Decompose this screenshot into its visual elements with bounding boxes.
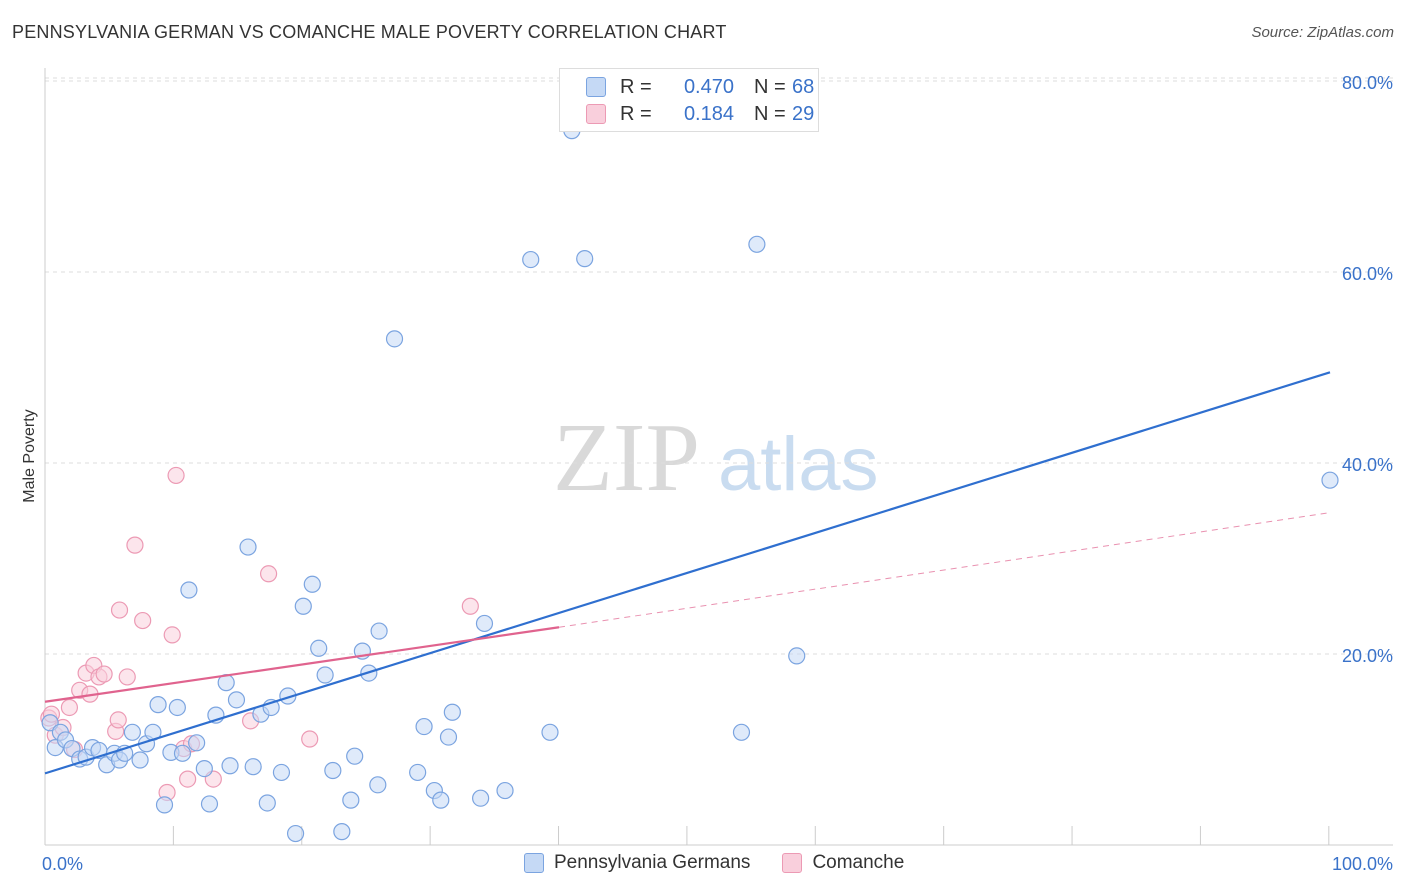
series-legend-label: Pennsylvania Germans	[554, 852, 751, 873]
pennsylvania-german-point	[443, 703, 461, 721]
series-legend: Pennsylvania Germans Comanche	[524, 852, 936, 874]
pennsylvania-german-point	[472, 789, 490, 807]
source-label: Source: ZipAtlas.com	[1251, 24, 1394, 41]
pennsylvania-german-point	[188, 734, 206, 752]
legend-swatch-pink	[586, 104, 606, 124]
pennsylvania-german-point	[748, 235, 766, 253]
watermark-atlas: atlas	[718, 422, 879, 507]
comanche-point	[126, 536, 144, 554]
y-tick-label: 40.0%	[1342, 455, 1393, 475]
pennsylvania-german-point	[303, 575, 321, 593]
pennsylvania-german-point	[415, 717, 433, 736]
legend-n-label: N =	[754, 102, 786, 125]
pennsylvania-german-point	[200, 795, 219, 813]
series-legend-label: Comanche	[812, 852, 905, 873]
comanche-point	[179, 770, 197, 788]
x-tick-labels: 0.0% 100.0%	[42, 854, 1393, 874]
comanche-point	[167, 466, 185, 485]
comanche-point	[163, 626, 181, 644]
pennsylvania-german-trend-line	[44, 371, 1331, 775]
legend-r-label: R =	[620, 75, 652, 98]
pennsylvania-german-point	[409, 763, 427, 782]
pennsylvania-german-point	[195, 759, 213, 778]
pennsylvania-german-point	[131, 751, 149, 769]
comanche-point	[259, 565, 278, 583]
watermark-zip: ZIP	[553, 404, 700, 512]
trend-lines	[44, 371, 1331, 775]
legend-row-pennsylvania-germans: R = 0.470 N = 68	[586, 75, 814, 99]
pennsylvania-german-point	[342, 791, 360, 809]
comanche-point	[110, 601, 129, 619]
comanche-point	[95, 665, 113, 683]
pennsylvania-german-point	[346, 747, 364, 765]
legend: R = 0.470 N = 68 R = 0.184 N = 29	[559, 68, 819, 132]
x-tick-label-min: 0.0%	[42, 854, 83, 874]
pennsylvania-german-point	[168, 698, 186, 717]
pennsylvania-german-point	[522, 250, 540, 269]
pennsylvania-german-point	[316, 666, 334, 684]
comanche-point	[60, 698, 79, 717]
pennsylvania-german-point	[370, 622, 388, 640]
y-tick-labels: 20.0% 40.0% 60.0% 80.0%	[1342, 73, 1393, 666]
comanche-point	[301, 730, 319, 748]
series-swatch-pink	[782, 853, 803, 873]
legend-r-value: 0.184	[683, 102, 734, 125]
pennsylvania-german-point	[258, 794, 276, 812]
watermark: ZIP atlas	[553, 404, 879, 512]
pennsylvania-german-point	[475, 614, 494, 633]
comanche-point	[109, 711, 127, 729]
pennsylvania-german-point	[123, 723, 141, 741]
series-legend-item-comanche: Comanche	[782, 852, 904, 874]
y-axis-label: Male Poverty	[21, 409, 38, 502]
pennsylvania-german-point	[369, 776, 387, 794]
pennsylvania-german-point	[732, 723, 751, 741]
legend-n-label: N =	[754, 75, 786, 98]
comanche-point	[118, 668, 136, 686]
y-tick-label: 20.0%	[1342, 646, 1393, 666]
pennsylvania-german-point	[221, 757, 239, 775]
y-tick-label: 60.0%	[1342, 264, 1393, 284]
comanche-point	[134, 611, 152, 630]
pennsylvania-german-point	[439, 728, 458, 746]
pennsylvania-german-point	[385, 330, 404, 348]
pennsylvania-german-point	[541, 723, 559, 741]
legend-row-comanche: R = 0.184 N = 29	[586, 102, 814, 126]
pennsylvania-german-point	[244, 758, 262, 776]
pennsylvania-german-point	[333, 823, 351, 841]
pennsylvania-german-point	[1321, 471, 1339, 489]
y-tick-label: 80.0%	[1342, 73, 1393, 93]
pennsylvania-german-point	[496, 781, 514, 800]
chart-title: PENNSYLVANIA GERMAN VS COMANCHE MALE POV…	[12, 22, 727, 42]
pennsylvania-german-point	[149, 696, 167, 714]
pennsylvania-german-point	[432, 791, 450, 809]
pennsylvania-german-point	[272, 763, 291, 782]
comanche-trend-line	[44, 626, 560, 703]
series-swatch-blue	[524, 853, 544, 873]
pennsylvania-german-point	[310, 639, 328, 657]
legend-r-label: R =	[620, 102, 652, 125]
pennsylvania-german-points	[41, 122, 1339, 843]
pennsylvania-german-point	[576, 250, 594, 268]
x-tick-label-max: 100.0%	[1332, 854, 1393, 874]
pennsylvania-german-point	[324, 761, 342, 780]
pennsylvania-german-point	[155, 796, 174, 814]
legend-n-value: 29	[792, 102, 815, 125]
pennsylvania-german-point	[294, 597, 312, 615]
pennsylvania-german-point	[286, 824, 305, 843]
grid	[45, 77, 1393, 655]
pennsylvania-german-point	[227, 691, 246, 709]
series-legend-item-pennsylvania-germans: Pennsylvania Germans	[524, 852, 750, 874]
comanche-trend-extension	[558, 512, 1331, 628]
legend-r-value: 0.470	[683, 75, 734, 98]
pennsylvania-german-point	[788, 647, 806, 665]
pennsylvania-german-point	[173, 744, 192, 762]
pennsylvania-german-point	[239, 538, 257, 556]
comanche-point	[461, 597, 479, 615]
legend-swatch-blue	[586, 77, 606, 97]
legend-n-value: 68	[792, 75, 815, 98]
pennsylvania-german-point	[180, 581, 198, 599]
